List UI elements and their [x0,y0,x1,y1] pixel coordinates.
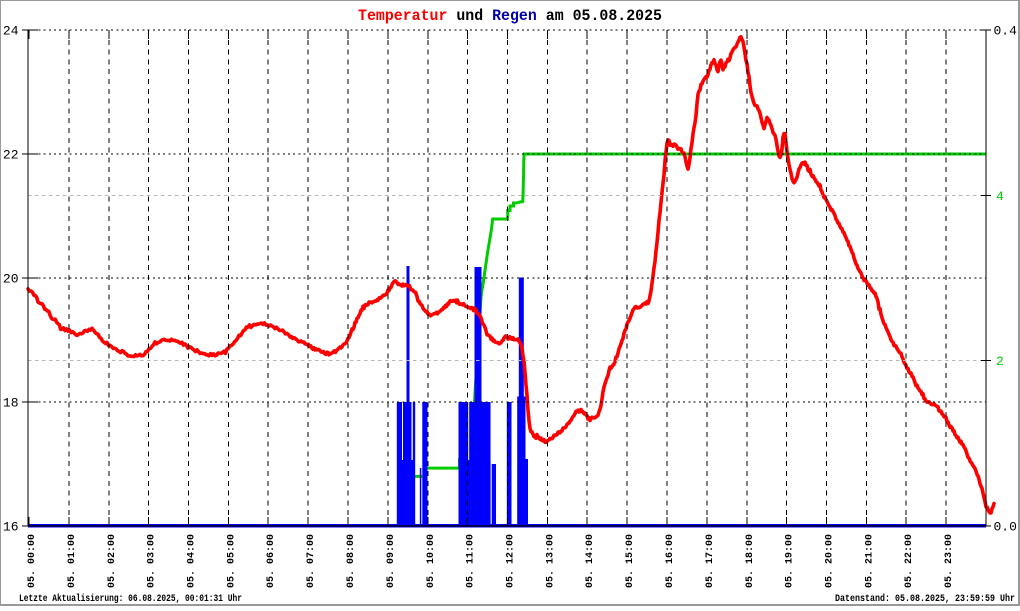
svg-text:Letzte Aktualisierung: 06.08.2: Letzte Aktualisierung: 06.08.2025, 00:01… [19,593,242,605]
svg-text:05. 21:00: 05. 21:00 [864,534,875,588]
svg-text:05. 17:00: 05. 17:00 [705,534,716,588]
svg-text:05. 15:00: 05. 15:00 [625,534,636,588]
svg-text:05. 12:00: 05. 12:00 [506,534,517,588]
svg-text:05. 08:00: 05. 08:00 [346,534,357,588]
svg-text:05. 13:00: 05. 13:00 [545,534,556,588]
svg-text:24: 24 [3,24,19,39]
svg-text:05. 05:00: 05. 05:00 [226,534,237,588]
svg-text:05. 16:00: 05. 16:00 [665,534,676,588]
svg-text:05. 06:00: 05. 06:00 [266,534,277,588]
svg-text:05. 22:00: 05. 22:00 [904,534,915,588]
svg-text:05. 07:00: 05. 07:00 [306,534,317,588]
svg-text:05. 23:00: 05. 23:00 [944,534,955,588]
svg-text:05. 00:00: 05. 00:00 [27,534,38,588]
svg-text:05. 19:00: 05. 19:00 [785,534,796,588]
svg-text:05. 03:00: 05. 03:00 [147,534,158,588]
svg-text:05. 01:00: 05. 01:00 [67,534,78,588]
svg-text:Temperatur und Regen am 05.08.: Temperatur und Regen am 05.08.2025 [358,7,662,25]
svg-text:22: 22 [3,148,19,163]
svg-text:18: 18 [3,396,19,411]
svg-text:05. 02:00: 05. 02:00 [107,534,118,588]
svg-text:2: 2 [996,354,1004,369]
svg-text:0.4: 0.4 [994,24,1018,39]
svg-text:05. 20:00: 05. 20:00 [825,534,836,588]
svg-text:0.0: 0.0 [994,520,1017,535]
svg-text:16: 16 [3,520,19,535]
svg-text:05. 14:00: 05. 14:00 [585,534,596,588]
svg-text:05. 10:00: 05. 10:00 [426,534,437,588]
svg-text:20: 20 [3,272,19,287]
svg-text:4: 4 [996,189,1004,204]
svg-text:05. 04:00: 05. 04:00 [187,534,198,588]
svg-text:05. 11:00: 05. 11:00 [466,534,477,588]
svg-text:05. 09:00: 05. 09:00 [386,534,397,588]
svg-text:05. 18:00: 05. 18:00 [745,534,756,588]
svg-text:Datenstand: 05.08.2025, 23:59:: Datenstand: 05.08.2025, 23:59:59 Uhr [835,593,1015,605]
